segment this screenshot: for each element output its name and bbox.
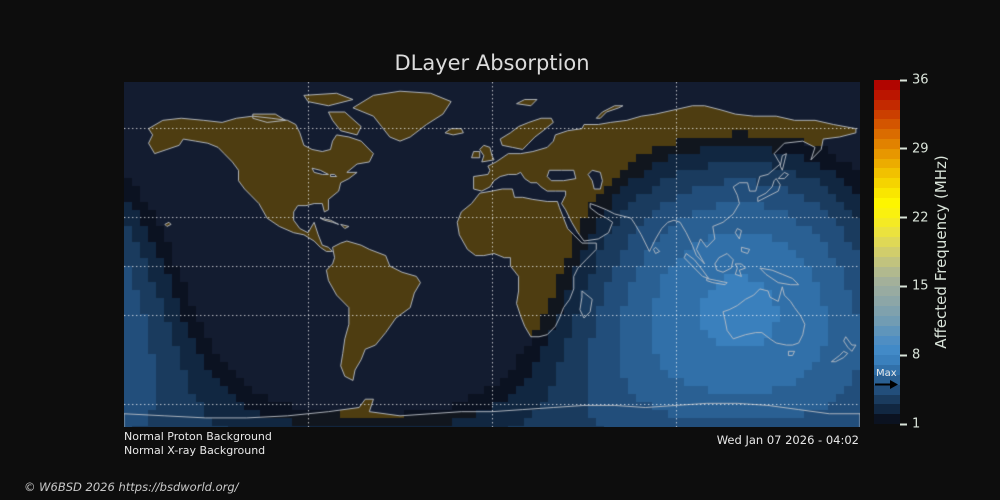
- colorbar-segment: [874, 345, 900, 356]
- colorbar-tick-label: 15: [900, 279, 929, 294]
- colorbar-segment: [874, 148, 900, 159]
- colorbar-segment: [874, 188, 900, 198]
- colorbar-tick-label: 22: [900, 210, 929, 225]
- colorbar-segment: [874, 207, 900, 218]
- colorbar-segment: [874, 404, 900, 415]
- colorbar-segment: [874, 168, 900, 179]
- colorbar-segment: [874, 109, 900, 120]
- colorbar-segment: [874, 315, 900, 326]
- colorbar-tick-label: 1: [900, 417, 920, 432]
- colorbar-segment: [874, 276, 900, 287]
- colorbar-segment: [874, 335, 900, 346]
- colorbar-segment: [874, 256, 900, 267]
- colorbar-segment: [874, 296, 900, 307]
- colorbar-segment: [874, 365, 900, 375]
- colorbar-gradient: [874, 80, 900, 424]
- colorbar-max-label: Max: [876, 367, 897, 379]
- world-map-canvas: [124, 82, 860, 427]
- colorbar-segment: [874, 325, 900, 336]
- colorbar-segment: [874, 158, 900, 169]
- colorbar-segment: [874, 227, 900, 238]
- colorbar-tick-label: 8: [900, 348, 920, 363]
- colorbar-segment: [874, 286, 900, 297]
- colorbar-segment: [874, 217, 900, 228]
- colorbar-segment: [874, 266, 900, 277]
- colorbar-axis-label: Affected Frequency (MHz): [932, 155, 950, 349]
- colorbar-segment: [874, 178, 900, 189]
- colorbar-tick-label: 29: [900, 141, 929, 156]
- chart-title: DLayer Absorption: [394, 51, 590, 75]
- colorbar-segment: [874, 89, 900, 100]
- colorbar-segment: [874, 384, 900, 395]
- colorbar-segment: [874, 119, 900, 130]
- timestamp-label: Wed Jan 07 2026 - 04:02: [716, 433, 859, 447]
- colorbar-segment: [874, 129, 900, 139]
- max-arrow-icon: [875, 379, 898, 389]
- status-proton-label: Normal Proton Background: [124, 430, 272, 443]
- colorbar-segment: [874, 99, 900, 110]
- colorbar-tick-label: 36: [900, 73, 929, 88]
- colorbar-segment: [874, 237, 900, 248]
- colorbar-segment: [874, 355, 900, 366]
- colorbar-segment: [874, 247, 900, 257]
- colorbar-segment: [874, 414, 900, 424]
- colorbar-segment: [874, 394, 900, 405]
- colorbar-ticks: 36 29 22 15 8 1: [900, 73, 970, 432]
- colorbar-segment: [874, 374, 900, 385]
- copyright-label: © W6BSD 2026 https://bsdworld.org/: [24, 480, 239, 494]
- colorbar-segment: [874, 197, 900, 208]
- colorbar-segment: [874, 138, 900, 149]
- status-xray-label: Normal X-ray Background: [124, 444, 266, 457]
- colorbar-segment: [874, 306, 900, 316]
- colorbar-segment: [874, 80, 900, 90]
